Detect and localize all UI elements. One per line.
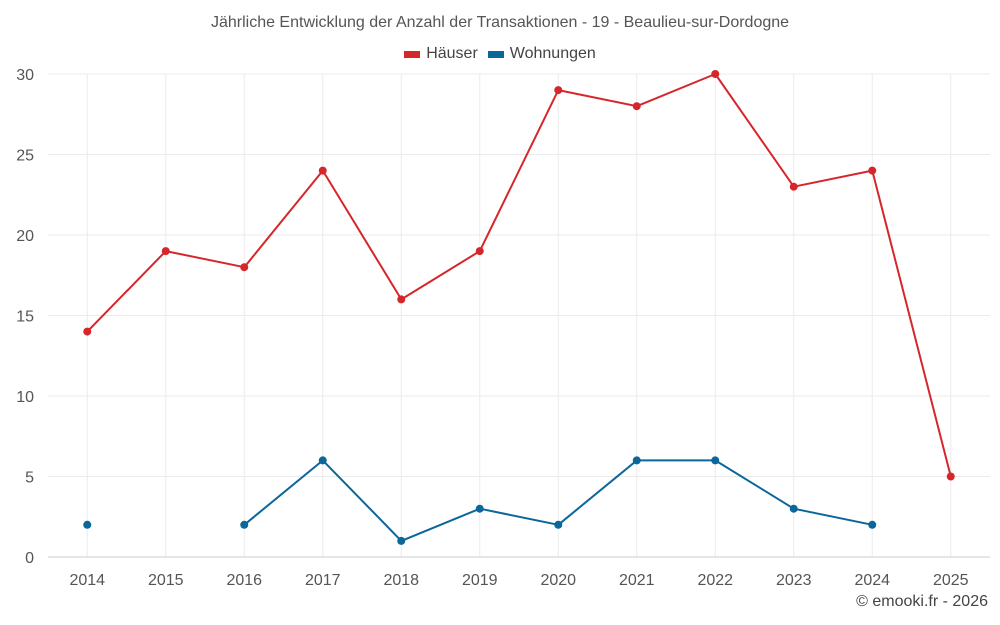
x-tick-label: 2025 [933,572,969,589]
legend-label-wohnungen: Wohnungen [509,45,596,62]
data-point-h-user [868,166,877,175]
legend-swatch-wohnungen [487,50,504,58]
data-point-h-user [946,472,955,481]
x-tick-label: 2021 [619,572,655,589]
chart-title: Jährliche Entwicklung der Anzahl der Tra… [210,14,790,31]
x-tick-label: 2014 [69,572,105,589]
data-point-h-user [161,247,170,256]
data-point-wohnungen [632,456,641,465]
legend: Häuser Wohnungen [0,45,1000,63]
legend-swatch-haeuser [404,50,421,58]
data-point-wohnungen [318,456,327,465]
legend-item-haeuser[interactable]: Häuser [404,45,478,63]
y-tick-label: 10 [16,389,34,406]
data-point-wohnungen [554,520,563,529]
data-point-h-user [83,327,92,336]
data-point-h-user [397,295,406,304]
data-point-wohnungen [711,456,720,465]
x-tick-label: 2019 [462,572,498,589]
x-tick-label: 2015 [148,572,184,589]
y-tick-label: 20 [16,228,34,245]
data-point-h-user [475,247,484,256]
data-point-wohnungen [240,520,249,529]
y-tick-label: 25 [16,148,34,165]
data-point-h-user [240,263,249,272]
x-tick-label: 2020 [540,572,576,589]
data-point-h-user [789,182,798,191]
y-tick-label: 5 [25,470,34,487]
data-point-wohnungen [83,520,92,529]
data-point-h-user [318,166,327,175]
data-point-h-user [632,102,641,111]
x-tick-label: 2022 [697,572,733,589]
legend-label-haeuser: Häuser [426,45,478,62]
x-tick-label: 2017 [305,572,341,589]
y-tick-label: 0 [25,550,34,567]
x-tick-label: 2023 [776,572,812,589]
x-tick-label: 2016 [226,572,262,589]
x-tick-label: 2024 [854,572,890,589]
y-tick-label: 30 [16,67,34,84]
data-point-wohnungen [868,520,877,529]
data-point-wohnungen [397,536,406,545]
data-point-wohnungen [475,504,484,513]
series-line-h-user [86,73,952,477]
x-tick-label: 2018 [383,572,419,589]
credit-text: © emooki.fr - 2026 [856,593,988,610]
data-point-wohnungen [789,504,798,513]
data-point-h-user [554,86,563,95]
y-tick-label: 15 [16,309,34,326]
legend-item-wohnungen[interactable]: Wohnungen [487,45,596,63]
data-point-h-user [711,70,720,78]
